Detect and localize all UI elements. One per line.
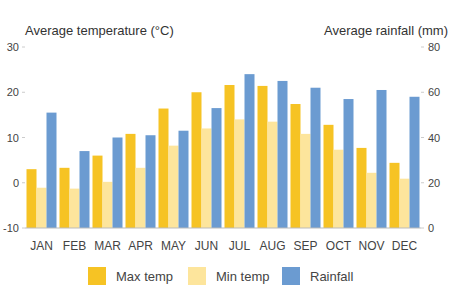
bar: [357, 148, 367, 228]
y-tick: [22, 92, 25, 93]
x-tick-label: DEC: [392, 239, 418, 253]
bar: [136, 168, 146, 228]
chart: Average temperature (°C) Average rainfall…: [0, 0, 458, 293]
y2-axis-title: Average rainfall (mm): [324, 23, 448, 38]
x-axis-line: [25, 228, 421, 229]
bar: [301, 134, 311, 228]
y-tick-label: 0: [13, 177, 19, 189]
x-tick-label: JUN: [195, 239, 218, 253]
bar: [192, 92, 202, 228]
bar: [400, 179, 410, 228]
y-tick-label: -10: [3, 222, 19, 234]
bar: [93, 156, 103, 228]
bar: [113, 138, 123, 229]
x-tick-label: NOV: [358, 239, 384, 253]
x-tick-label: JUL: [229, 239, 251, 253]
bar: [179, 131, 189, 228]
bars: [27, 74, 420, 228]
x-tick-label: FEB: [63, 239, 86, 253]
y2-tick: [421, 47, 424, 48]
x-tick-label: OCT: [326, 239, 352, 253]
x-tick-label: APR: [128, 239, 153, 253]
y-tick-label: 30: [7, 41, 19, 53]
legend-swatch: [188, 267, 206, 285]
bar: [169, 146, 179, 228]
y-axis-title: Average temperature (°C): [25, 23, 174, 38]
x-tick-label: SEP: [293, 239, 317, 253]
legend-label: Min temp: [216, 269, 269, 284]
y-tick: [22, 228, 25, 229]
y-tick-label: 10: [7, 132, 19, 144]
y2-tick-label: 0: [428, 222, 434, 234]
bar: [344, 99, 354, 228]
bar: [212, 108, 222, 228]
y2-tick-label: 60: [428, 86, 440, 98]
y2-tick: [421, 92, 424, 93]
bar: [367, 173, 377, 228]
x-tick-label: AUG: [259, 239, 285, 253]
y-tick: [22, 47, 25, 48]
bar: [70, 189, 80, 228]
bar: [37, 188, 47, 228]
y2-tick: [421, 228, 424, 229]
legend-label: Rainfall: [310, 269, 353, 284]
bar: [410, 97, 420, 228]
bar: [390, 163, 400, 228]
bar: [235, 119, 245, 228]
y2-tick: [421, 137, 424, 138]
bar: [268, 122, 278, 228]
bar: [334, 150, 344, 228]
y2-tick-label: 80: [428, 41, 440, 53]
bar: [258, 86, 268, 228]
bar: [47, 113, 57, 228]
bar: [225, 85, 235, 228]
y-tick: [22, 182, 25, 183]
bar: [311, 88, 321, 228]
bar: [245, 74, 255, 228]
bar: [60, 168, 70, 228]
bar: [126, 134, 136, 228]
bar: [202, 128, 212, 228]
bar: [80, 151, 90, 228]
bar: [159, 109, 169, 228]
bar: [146, 135, 156, 228]
legend-label: Max temp: [116, 269, 173, 284]
y2-tick: [421, 182, 424, 183]
bar: [278, 81, 288, 228]
y-tick: [22, 137, 25, 138]
x-tick-label: MAY: [161, 239, 186, 253]
bar: [103, 182, 113, 228]
bar: [27, 169, 37, 228]
legend-swatch: [282, 267, 300, 285]
legend-swatch: [88, 267, 106, 285]
x-tick-label: MAR: [94, 239, 121, 253]
bar: [324, 125, 334, 228]
y2-tick-label: 20: [428, 177, 440, 189]
y-tick-label: 20: [7, 86, 19, 98]
bar: [291, 104, 301, 228]
x-tick-label: JAN: [30, 239, 53, 253]
bar: [377, 90, 387, 228]
y2-tick-label: 40: [428, 132, 440, 144]
